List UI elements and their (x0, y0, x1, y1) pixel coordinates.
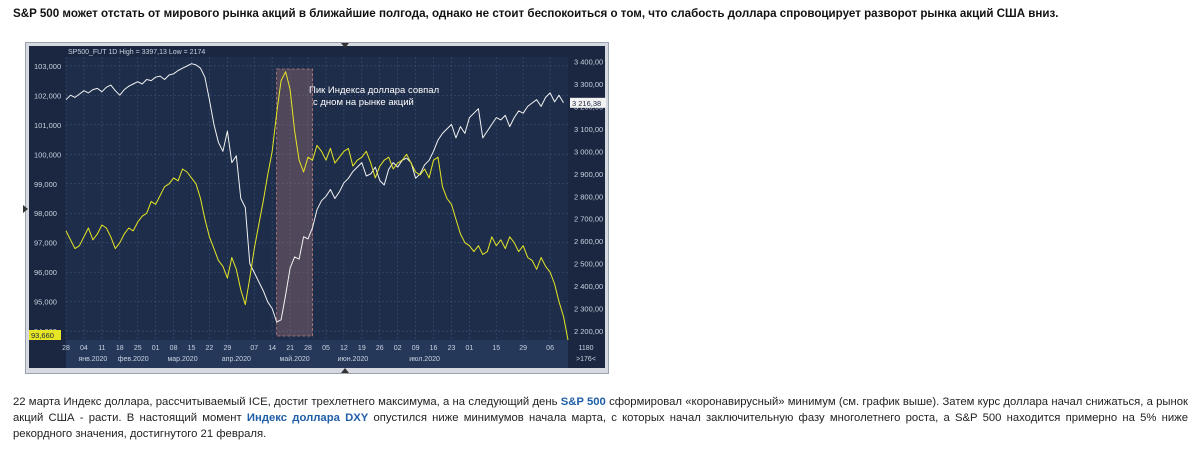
x-day-tick-label: 02 (394, 345, 402, 352)
x-day-tick-label: 01 (152, 345, 160, 352)
collapse-up-arrow-icon[interactable] (341, 43, 349, 48)
y-left-tick-label: 101,000 (34, 121, 61, 130)
x-day-tick-label: 15 (188, 345, 196, 352)
sp500-line (65, 63, 564, 323)
x-month-label: фев.2020 (118, 356, 149, 363)
x-day-tick-label: 04 (80, 345, 88, 352)
x-day-tick-label: 26 (376, 345, 384, 352)
y-right-tick-label: 2 800,00 (574, 192, 603, 201)
dxy-line (65, 71, 569, 341)
x-month-label: апр.2020 (222, 356, 251, 363)
x-day-tick-label: 06 (546, 345, 554, 352)
y-right-tick-label: 3 100,00 (574, 125, 603, 134)
chart-panel: 103,000 102,000 101,000 100,000 99,000 98,000… (25, 42, 609, 374)
chart-svg: 103,000 102,000 101,000 100,000 99,000 98,000… (29, 46, 606, 368)
annotation-line-2: с дном на рынке акций (313, 97, 414, 108)
x-month-label: мар.2020 (167, 356, 197, 363)
x-day-tick-label: 29 (223, 345, 231, 352)
y-right-tick-label: 2 400,00 (574, 282, 603, 291)
y-left-tick-label: 95,000 (34, 298, 57, 307)
x-axis-band (66, 340, 568, 368)
x-day-tick-label: 14 (268, 345, 276, 352)
x-day-tick-label: 18 (116, 345, 124, 352)
y-left-tick-label: 102,000 (34, 91, 61, 100)
x-day-tick-label: 21 (286, 345, 294, 352)
y-left-tick-label: 96,000 (34, 268, 57, 277)
plot-area (66, 57, 568, 340)
x-day-tick-label: 29 (519, 345, 527, 352)
x-day-tick-label: 08 (170, 345, 178, 352)
paragraph-text-2: сформировал «коронавирусный» минимум (см… (13, 396, 1188, 424)
x-corner-label: >176< (576, 356, 596, 363)
paragraph-text-1: 22 марта Индекс доллара, рассчитываемый … (13, 396, 561, 408)
dxy-index-link[interactable]: Индекс доллара DXY (246, 412, 369, 424)
highlight-band (276, 68, 313, 337)
x-day-tick-label: 01 (465, 345, 473, 352)
x-day-tick-label: 25 (134, 345, 142, 352)
x-day-tick-label: 19 (358, 345, 366, 352)
y-right-tick-label: 2 500,00 (574, 260, 603, 269)
sp500-link[interactable]: S&P 500 (560, 396, 606, 408)
annotation-line-1: Пик Индекса доллара совпал (309, 85, 439, 96)
x-day-tick-label: 15 (492, 345, 500, 352)
y-right-tick-label: 3 000,00 (574, 147, 603, 156)
expand-left-arrow-icon[interactable] (23, 205, 28, 213)
y-right-tick-label: 2 900,00 (574, 170, 603, 179)
y-right-tick-label: 2 200,00 (574, 327, 603, 336)
y-right-tick-label: 2 600,00 (574, 237, 603, 246)
y-right-tick-label: 3 300,00 (574, 80, 603, 89)
y-right-tick-label: 3 400,00 (574, 57, 603, 66)
x-day-tick-label: 28 (304, 345, 312, 352)
y-right-last-marker (570, 97, 606, 108)
x-month-label: янв.2020 (78, 356, 107, 363)
x-day-tick-label: 23 (448, 345, 456, 352)
collapse-down-arrow-icon[interactable] (341, 368, 349, 373)
y-left-tick-label: 103,000 (34, 62, 61, 71)
x-day-tick-label: 09 (412, 345, 420, 352)
x-month-label: май.2020 (280, 355, 310, 363)
y-left-tick-label: 97,000 (34, 239, 57, 248)
x-day-tick-label: 12 (340, 345, 348, 352)
x-month-label: июн.2020 (338, 356, 369, 363)
chart-title: SP500_FUT 1D High = 3397,13 Low = 2174 (68, 49, 205, 56)
y-left-last-marker (29, 330, 61, 340)
article-paragraph: 22 марта Индекс доллара, рассчитываемый … (13, 394, 1188, 442)
y-left-tick-label: 99,000 (34, 180, 57, 189)
x-day-tick-label: 22 (206, 345, 214, 352)
x-month-label: июл.2020 (409, 356, 440, 363)
y-right-tick-label: 2 700,00 (574, 215, 603, 224)
x-corner-label: 1180 (578, 345, 593, 352)
y-left-last-value: 93,660 (31, 331, 54, 340)
y-right-tick-label: 2 300,00 (574, 305, 603, 314)
headline: S&P 500 может отстать от мирового рынка … (13, 7, 1059, 20)
y-right-last-value: 3 216,38 (572, 99, 601, 108)
y-left-tick-label: 100,000 (34, 150, 61, 159)
x-day-tick-label: 16 (430, 345, 438, 352)
paragraph-text-3: опустился ниже минимумов начала марта, с… (13, 412, 1188, 440)
y-left-tick-label: 98,000 (34, 209, 57, 218)
x-day-tick-label: 28 (62, 345, 70, 352)
x-day-tick-label: 05 (322, 345, 330, 352)
x-day-tick-label: 07 (250, 345, 258, 352)
x-day-tick-label: 11 (98, 345, 105, 352)
